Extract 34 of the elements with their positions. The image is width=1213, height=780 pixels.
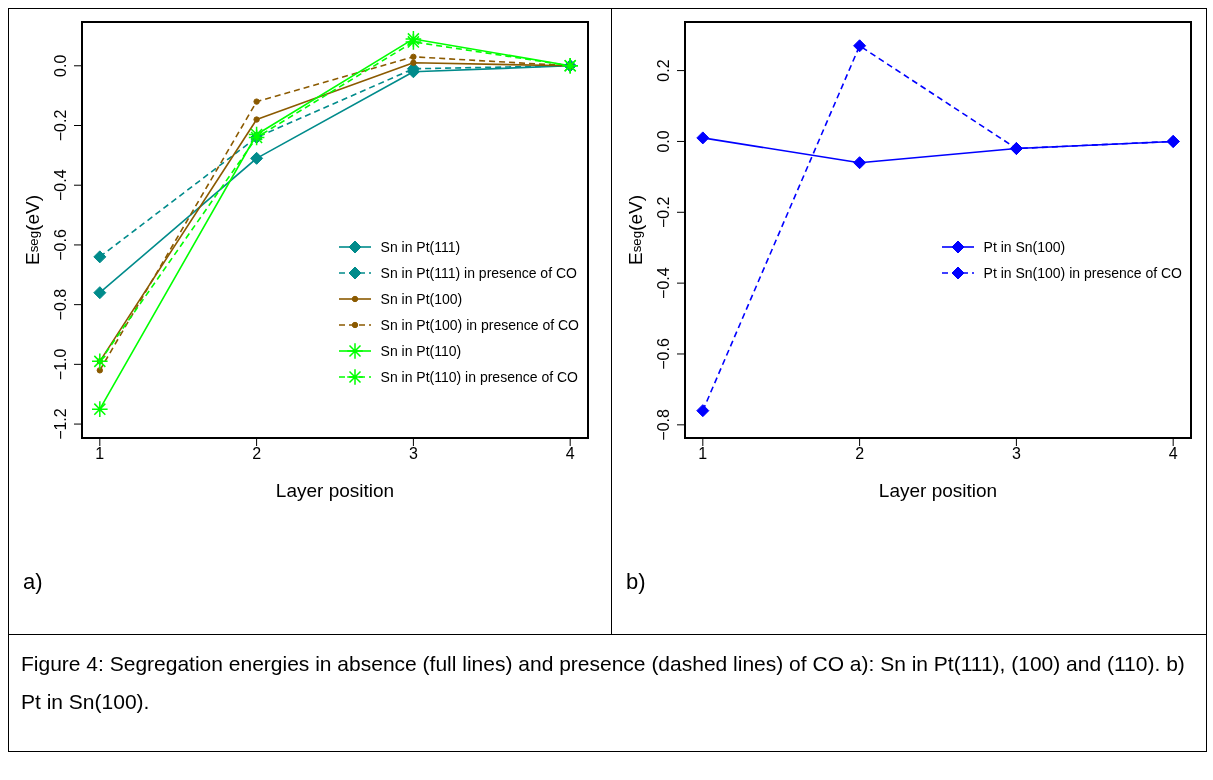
legend-label: Pt in Sn(100)	[983, 239, 1066, 255]
x-tick-label: 2	[855, 445, 865, 463]
legend-label: Sn in Pt(100) in presence of CO	[380, 317, 579, 333]
y-tick-label: −0.2	[655, 196, 672, 229]
x-tick-label: 3	[408, 445, 418, 463]
x-tick-label: 3	[1011, 445, 1021, 463]
x-axis-title: Layer position	[878, 480, 998, 501]
text: a)	[23, 569, 43, 595]
caption: Figure 4: Segregation energies in absence (full lines) and presence (dashed lines) of CO a): Sn in Pt(111), (100) and (110). b) Pt in Sn(100).	[21, 651, 1186, 715]
legend-label: Sn in Pt(110)	[380, 343, 462, 359]
x-tick-label: 1	[698, 445, 708, 463]
y-tick-label: −0.8	[52, 288, 69, 321]
text: b)	[626, 569, 646, 595]
y-tick-label: −0.8	[655, 408, 672, 441]
y-tick-label: −0.6	[655, 338, 672, 370]
x-axis-title: Layer position	[275, 480, 395, 501]
y-tick-label: −0.4	[52, 169, 69, 202]
x-tick-label: 2	[252, 445, 262, 463]
y-tick-label: 0.0	[52, 54, 69, 77]
legend-label: Sn in Pt(111) in presence of CO	[380, 265, 577, 281]
y-tick-label: 0.2	[655, 59, 672, 82]
legend-label: Sn in Pt(110) in presence of CO	[380, 369, 578, 385]
x-tick-label: 1	[95, 445, 105, 463]
y-tick-label: −1.2	[52, 408, 69, 440]
legend-label: Sn in Pt(111)	[380, 239, 461, 255]
y-tick-label: −0.4	[655, 267, 672, 299]
y-tick-label: 0.0	[655, 130, 672, 153]
x-tick-label: 4	[1168, 445, 1178, 463]
x-tick-label: 4	[565, 445, 575, 463]
legend-label: Sn in Pt(100)	[380, 291, 463, 307]
y-tick-label: −0.6	[52, 229, 69, 261]
legend-label: Pt in Sn(100) in presence of CO	[983, 265, 1182, 281]
y-tick-label: −1.0	[52, 348, 69, 381]
y-tick-label: −0.2	[52, 109, 69, 142]
